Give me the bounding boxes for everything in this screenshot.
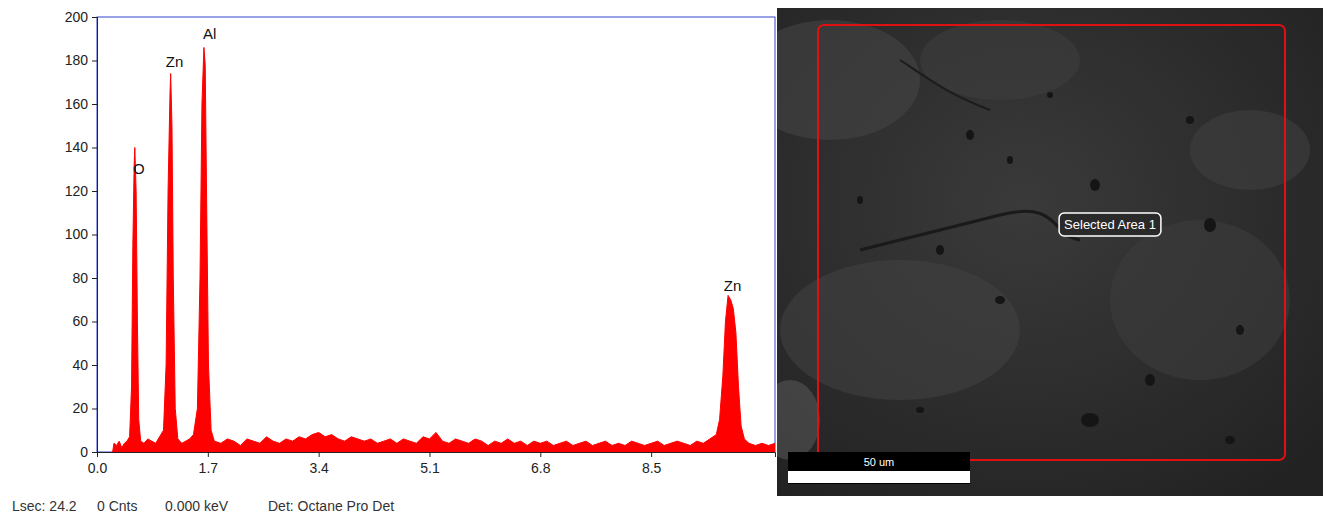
spectrum xyxy=(113,47,775,452)
scale-bar-label: 50 um xyxy=(864,456,895,468)
y-tick-mark xyxy=(92,148,97,149)
micrograph-pore xyxy=(916,407,924,413)
y-tick: 60 xyxy=(72,313,97,329)
y-tick: 20 xyxy=(72,400,97,416)
micrograph-pore xyxy=(995,296,1005,304)
micrograph-pore xyxy=(1090,179,1100,191)
status-text: Lsec: 24.2 xyxy=(12,498,77,514)
micrograph-pore xyxy=(966,130,974,140)
x-tick-mark xyxy=(651,452,652,457)
plot-frame xyxy=(97,17,775,452)
micrograph-pore xyxy=(936,245,944,255)
y-tick-mark xyxy=(92,104,97,105)
micrograph-pore xyxy=(1225,436,1235,444)
y-tick-label: 80 xyxy=(72,270,88,286)
x-tick-label: 0.0 xyxy=(88,460,108,476)
y-tick-mark xyxy=(92,17,97,18)
x-tick: 8.5 xyxy=(642,452,662,476)
x-tick-mark xyxy=(319,452,320,457)
x-tick: 3.4 xyxy=(309,452,329,476)
y-tick-label: 160 xyxy=(65,96,89,112)
x-axis-line xyxy=(98,453,776,458)
micrograph-crack xyxy=(900,60,990,110)
selected-area-label: Selected Area 1 xyxy=(1064,217,1156,232)
y-tick-mark xyxy=(92,61,97,62)
y-tick: 140 xyxy=(65,139,97,155)
x-tick-label: 1.7 xyxy=(199,460,219,476)
x-tick-mark xyxy=(429,452,430,457)
micrograph: Selected Area 1 50 um xyxy=(740,8,1323,496)
y-tick: 120 xyxy=(65,183,97,199)
y-tick-label: 100 xyxy=(65,226,89,242)
x-tick-mark xyxy=(208,452,209,457)
micrograph-pore xyxy=(1186,116,1194,124)
y-axis-line xyxy=(92,18,98,453)
selected-area xyxy=(818,25,1285,460)
micrograph-texture xyxy=(777,380,820,460)
y-tick-label: 140 xyxy=(65,139,89,155)
micrograph-pore xyxy=(1236,325,1244,335)
y-tick-mark xyxy=(92,452,97,453)
micrograph-pore xyxy=(1145,374,1155,386)
label-frame xyxy=(1059,213,1161,236)
micrograph-pore xyxy=(857,196,863,204)
x-tick-label: 8.5 xyxy=(642,460,662,476)
y-axis: 0 20 40 60 80 100 120 140 160 180 200 xyxy=(65,9,98,460)
x-tick: 1.7 xyxy=(199,452,219,476)
y-tick-mark xyxy=(92,322,97,323)
micrograph-pore xyxy=(1047,92,1053,98)
y-tick: 180 xyxy=(65,52,97,68)
x-tick-label: 3.4 xyxy=(309,460,329,476)
selected-area-label-box: Selected Area 1 xyxy=(1059,213,1161,236)
x-tick-mark xyxy=(540,452,541,457)
micrograph-crack xyxy=(860,211,1080,250)
peak-label: Zn xyxy=(724,277,742,294)
micrograph-texture xyxy=(1190,110,1310,190)
peak-label: Zn xyxy=(166,53,184,70)
micrograph-texture xyxy=(777,20,920,140)
micrograph-texture xyxy=(1110,220,1290,380)
x-tick: 0.0 xyxy=(88,452,108,476)
y-tick-label: 40 xyxy=(72,357,88,373)
y-tick-mark xyxy=(92,409,97,410)
status-text: 0 Cnts xyxy=(97,498,137,514)
y-tick: 200 xyxy=(65,9,97,25)
scale-bar-box xyxy=(788,452,970,484)
peak-label: Al xyxy=(203,25,216,42)
y-tick: 40 xyxy=(72,357,97,373)
status-text: Det: Octane Pro Det xyxy=(268,498,394,514)
y-tick: 160 xyxy=(65,96,97,112)
micrograph-pore xyxy=(1081,413,1099,427)
x-tick-label: 5.1 xyxy=(420,460,440,476)
x-axis: 0.0 1.7 3.4 5.1 6.8 8.5 xyxy=(88,452,776,476)
scale-bar xyxy=(788,471,970,483)
y-tick-mark xyxy=(92,235,97,236)
y-tick-label: 200 xyxy=(65,9,89,25)
peak-labels: O Zn Al Zn xyxy=(133,25,741,294)
y-tick-label: 180 xyxy=(65,52,89,68)
plot-marks xyxy=(113,47,775,452)
y-tick-label: 60 xyxy=(72,313,88,329)
y-tick-label: 20 xyxy=(72,400,88,416)
micrograph-pore xyxy=(1007,156,1013,164)
status-text: 0.000 keV xyxy=(165,498,229,514)
y-tick-mark xyxy=(92,278,97,279)
canvas: 0.0 1.7 3.4 5.1 6.8 8.5 0 20 40 60 80 100 120 140 160 1… xyxy=(0,0,1328,521)
y-tick-mark xyxy=(92,191,97,192)
y-tick-label: 0 xyxy=(80,444,88,460)
y-tick: 0 xyxy=(80,444,97,460)
micrograph-pore xyxy=(1204,218,1216,232)
peak-label: O xyxy=(133,160,145,177)
x-tick: 5.1 xyxy=(420,452,440,476)
y-tick: 100 xyxy=(65,226,97,242)
x-tick: 6.8 xyxy=(531,452,551,476)
micrograph-texture xyxy=(780,260,1020,400)
y-tick: 80 xyxy=(72,270,97,286)
y-tick-mark xyxy=(92,365,97,366)
x-tick-label: 6.8 xyxy=(531,460,551,476)
y-tick-label: 120 xyxy=(65,183,89,199)
